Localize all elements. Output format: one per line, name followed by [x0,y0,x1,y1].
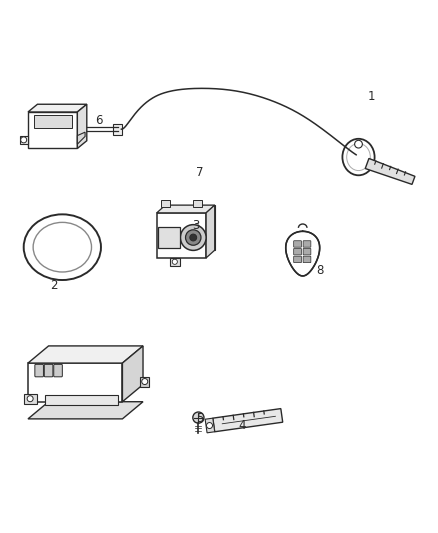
Circle shape [172,259,177,264]
Polygon shape [161,200,170,207]
Circle shape [193,412,204,423]
FancyBboxPatch shape [44,365,53,377]
FancyBboxPatch shape [113,124,122,135]
FancyBboxPatch shape [54,365,62,377]
Circle shape [142,378,148,384]
Polygon shape [78,104,87,149]
FancyBboxPatch shape [303,241,311,247]
Circle shape [190,234,197,241]
Polygon shape [205,418,215,433]
Polygon shape [20,135,28,144]
Text: 5: 5 [196,413,203,425]
Circle shape [352,151,360,159]
Ellipse shape [33,222,92,272]
Polygon shape [157,205,215,213]
Ellipse shape [347,143,370,171]
Polygon shape [28,363,123,402]
Polygon shape [28,112,78,149]
Polygon shape [45,395,118,405]
Polygon shape [28,402,143,419]
Ellipse shape [24,214,101,280]
Polygon shape [24,394,36,404]
Text: 2: 2 [50,279,57,292]
Polygon shape [78,132,85,144]
Text: 3: 3 [192,219,199,232]
Polygon shape [140,377,149,386]
Text: 7: 7 [196,166,203,179]
FancyBboxPatch shape [303,256,311,263]
Polygon shape [28,346,143,363]
FancyBboxPatch shape [35,365,43,377]
Circle shape [186,230,201,245]
Polygon shape [123,346,143,402]
Circle shape [27,395,33,402]
Circle shape [355,140,362,148]
Circle shape [21,137,27,143]
Text: 8: 8 [316,264,324,277]
Circle shape [180,224,206,251]
FancyBboxPatch shape [159,227,180,248]
FancyBboxPatch shape [303,248,311,255]
Ellipse shape [343,139,374,175]
Polygon shape [365,158,415,184]
Text: 6: 6 [95,114,102,127]
Polygon shape [157,213,206,258]
Text: 4: 4 [239,419,246,432]
FancyBboxPatch shape [294,256,301,263]
FancyBboxPatch shape [294,241,301,247]
Polygon shape [193,200,202,207]
Text: 1: 1 [367,91,375,103]
Polygon shape [286,231,320,276]
Polygon shape [166,205,215,250]
Polygon shape [213,409,283,432]
FancyBboxPatch shape [294,248,301,255]
Polygon shape [170,258,180,265]
Polygon shape [28,104,87,112]
Polygon shape [206,205,215,258]
Circle shape [206,423,212,429]
FancyBboxPatch shape [34,116,72,128]
